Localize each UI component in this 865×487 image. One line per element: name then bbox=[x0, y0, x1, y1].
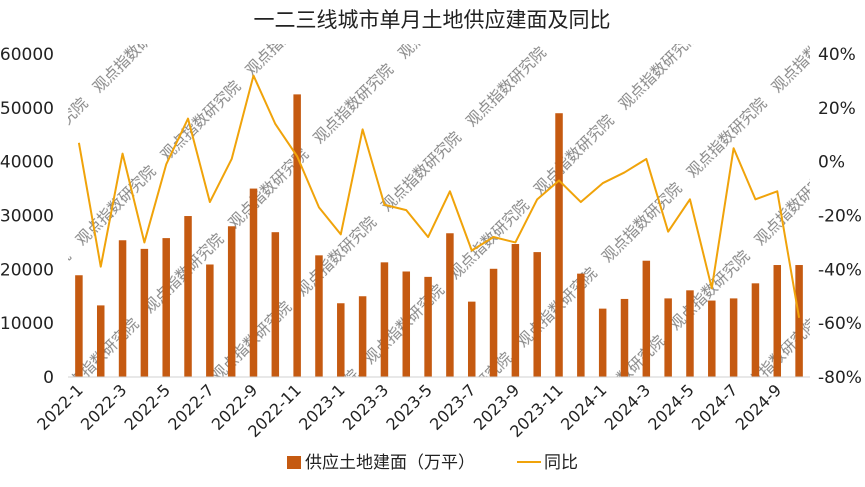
x-tick-label: 2024-7 bbox=[688, 380, 742, 434]
bar bbox=[75, 275, 83, 377]
y-left-tick-label: 40000 bbox=[0, 153, 54, 173]
bar bbox=[489, 268, 498, 377]
line-series bbox=[77, 74, 801, 318]
bar bbox=[598, 308, 607, 377]
y-right-tick-label: -40% bbox=[818, 260, 862, 280]
bar bbox=[140, 248, 149, 377]
bar bbox=[511, 244, 520, 377]
bar bbox=[729, 298, 738, 377]
bar bbox=[162, 238, 170, 377]
chart-title: 一二三线城市单月土地供应建面及同比 bbox=[254, 8, 611, 32]
y-right-tick-label: 20% bbox=[818, 99, 856, 119]
watermark-area bbox=[68, 44, 810, 377]
bar bbox=[380, 262, 389, 377]
bar bbox=[206, 264, 214, 377]
y-left-tick-label: 0 bbox=[43, 368, 54, 388]
y-right-tick-label: -60% bbox=[818, 314, 862, 334]
bar bbox=[402, 271, 411, 377]
bar bbox=[642, 260, 651, 377]
bar bbox=[795, 265, 803, 377]
bar bbox=[293, 94, 301, 378]
bar bbox=[118, 240, 127, 377]
legend: 供应土地建面（万平） 同比 bbox=[287, 453, 578, 473]
bar bbox=[315, 255, 323, 377]
y-right-tick-label: 0% bbox=[818, 153, 845, 173]
y-left-tick-label: 30000 bbox=[0, 207, 54, 227]
bar bbox=[271, 232, 280, 377]
bar bbox=[249, 188, 258, 377]
x-tick-label: 2023-1 bbox=[295, 380, 349, 434]
bar bbox=[708, 300, 716, 377]
x-tick-label: 2023-5 bbox=[382, 380, 436, 434]
x-tick-label: 2023-3 bbox=[339, 380, 393, 434]
y-right-tick-label: -20% bbox=[818, 207, 862, 227]
bar bbox=[751, 283, 760, 377]
bar bbox=[620, 298, 629, 377]
bar-series bbox=[75, 94, 803, 378]
watermark-layer bbox=[68, 44, 810, 377]
x-tick-label: 2024-5 bbox=[644, 380, 698, 434]
bar bbox=[446, 233, 454, 377]
y-left-tick-label: 20000 bbox=[0, 260, 54, 280]
bar bbox=[227, 226, 236, 377]
y-left-tick-label: 50000 bbox=[0, 99, 54, 119]
bar bbox=[577, 273, 585, 377]
x-tick-label: 2022-7 bbox=[164, 380, 218, 434]
x-tick-label: 2024-1 bbox=[557, 380, 611, 434]
bar bbox=[358, 296, 367, 377]
legend-label-bar: 供应土地建面（万平） bbox=[305, 453, 475, 473]
legend-label-line: 同比 bbox=[544, 453, 578, 473]
y-right-tick-label: 40% bbox=[818, 45, 856, 65]
bar bbox=[533, 252, 541, 377]
bar bbox=[337, 303, 345, 377]
legend-swatch-bar bbox=[287, 456, 301, 469]
x-tick-label: 2022-3 bbox=[77, 380, 131, 434]
bar bbox=[555, 113, 563, 377]
bar bbox=[664, 298, 672, 377]
line-path bbox=[77, 74, 801, 318]
y-left-tick-label: 10000 bbox=[0, 314, 54, 334]
bar bbox=[424, 276, 432, 377]
bar bbox=[686, 290, 694, 377]
bar bbox=[96, 305, 105, 377]
y-right-tick-label: -80% bbox=[818, 368, 862, 388]
y-left-tick-label: 60000 bbox=[0, 45, 54, 65]
x-tick-label: 2024-3 bbox=[601, 380, 655, 434]
bar bbox=[467, 301, 476, 377]
x-tick-label: 2022-5 bbox=[121, 380, 175, 434]
bar bbox=[184, 216, 192, 377]
x-tick-label: 2023-7 bbox=[426, 380, 480, 434]
x-tick-label: 2024-9 bbox=[732, 380, 786, 434]
x-tick-label: 2022-1 bbox=[33, 380, 87, 434]
bar bbox=[773, 265, 782, 377]
